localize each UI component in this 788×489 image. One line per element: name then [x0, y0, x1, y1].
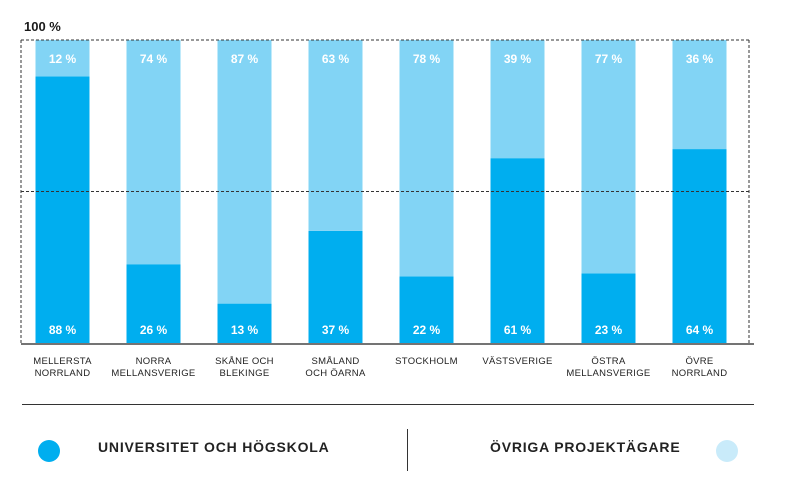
data-label: 39 % [504, 52, 532, 66]
bar-segment-ovriga [217, 40, 272, 304]
data-label: 78 % [413, 52, 441, 66]
data-label: 88 % [49, 323, 77, 337]
bar-segment-universitet [308, 230, 363, 343]
category-label: MELLANSVERIGE [111, 368, 195, 379]
category-label: NORRLAND [672, 368, 728, 379]
category-label: SMÅLAND [311, 356, 359, 367]
category-label: NORRLAND [35, 368, 91, 379]
data-label: 37 % [322, 323, 350, 337]
bar-segment-ovriga [35, 40, 90, 77]
data-label: 12 % [49, 52, 77, 66]
bar-segment-universitet [672, 149, 727, 343]
bar-segment-universitet [126, 264, 181, 343]
data-label: 23 % [595, 323, 623, 337]
bar-segment-ovriga [672, 40, 727, 150]
category-label: SKÅNE OCH [215, 356, 274, 367]
data-label: 36 % [686, 52, 714, 66]
legend: UNIVERSITET OCH HÖGSKOLA ÖVRIGA PROJEKTÄ… [22, 404, 754, 489]
category-label: STOCKHOLM [395, 356, 458, 367]
bar-segment-universitet [217, 303, 272, 343]
legend-swatch-universitet [38, 440, 60, 462]
bar-segment-ovriga [399, 40, 454, 277]
data-label: 26 % [140, 323, 168, 337]
bar-segment-universitet [35, 76, 90, 344]
legend-swatch-ovriga [716, 440, 738, 462]
category-label: VÄSTSVERIGE [482, 356, 552, 367]
category-label: ÖVRE [685, 356, 713, 367]
data-label: 64 % [686, 323, 714, 337]
bar-segment-ovriga [490, 40, 545, 159]
data-label: 77 % [595, 52, 623, 66]
bar-segment-universitet [490, 158, 545, 343]
category-label: ÖSTRA [591, 356, 626, 367]
bar-segment-universitet [581, 273, 636, 343]
data-label: 22 % [413, 323, 441, 337]
legend-label-universitet: UNIVERSITET OCH HÖGSKOLA [98, 439, 330, 455]
bar-segment-ovriga [581, 40, 636, 274]
data-label: 74 % [140, 52, 168, 66]
data-label: 13 % [231, 323, 259, 337]
data-label: 63 % [322, 52, 350, 66]
category-label: MELLANSVERIGE [566, 368, 650, 379]
category-label: BLEKINGE [220, 368, 270, 379]
data-label: 61 % [504, 323, 532, 337]
category-label: OCH ÖARNA [305, 368, 366, 379]
legend-label-ovriga: ÖVRIGA PROJEKTÄGARE [490, 439, 681, 455]
bar-segment-ovriga [126, 40, 181, 265]
category-label: NORRA [136, 356, 172, 367]
legend-divider [407, 429, 408, 471]
category-label: MELLERSTA [33, 356, 92, 367]
data-label: 87 % [231, 52, 259, 66]
y-max-label: 100 % [24, 19, 61, 34]
bar-segment-ovriga [308, 40, 363, 231]
bar-segment-universitet [399, 276, 454, 343]
